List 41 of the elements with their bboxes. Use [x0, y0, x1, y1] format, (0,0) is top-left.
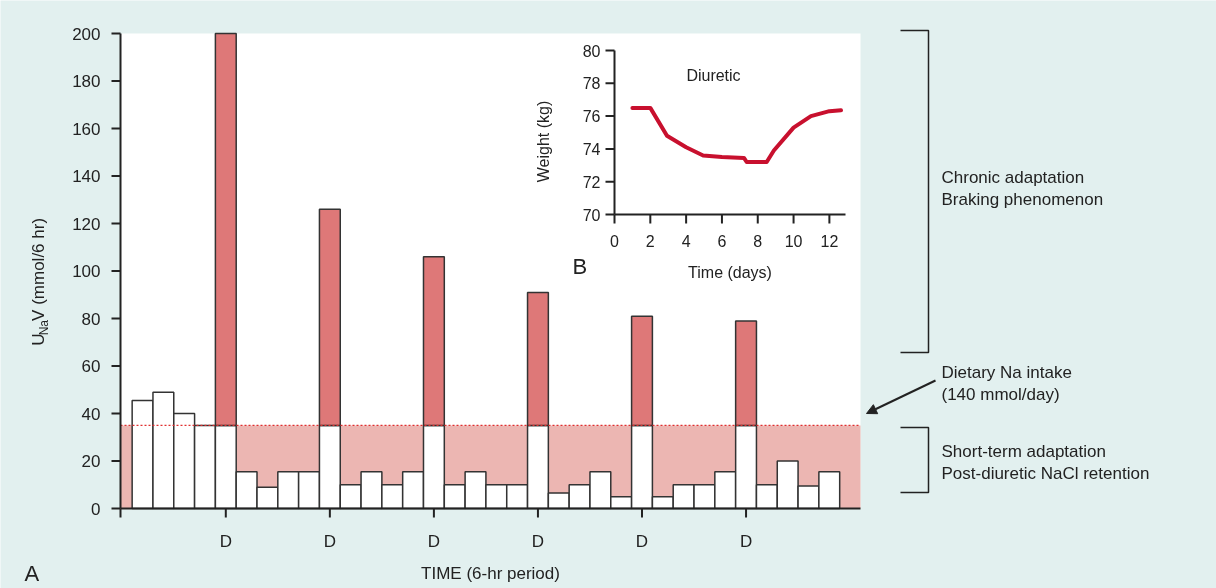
y-axis-title: Weight (kg): [535, 100, 552, 183]
y-tick-label: 20: [81, 452, 101, 471]
y-tick-label: 78: [582, 75, 601, 93]
x-tick-label: 4: [681, 232, 691, 250]
annotation: B: [572, 254, 588, 279]
text: Short-term adaptation Post-diuretic NaCl retention: [941, 441, 1150, 484]
x-tick-label: D: [323, 531, 336, 551]
text: Dietary Na intake (140 mmol/day): [941, 362, 1072, 405]
x-tick-label: D: [219, 531, 232, 551]
y-tick-label: 0: [91, 499, 101, 519]
y-tick-label: 74: [582, 140, 601, 158]
y-tick-label: 60: [81, 357, 101, 376]
x-tick-label: 6: [717, 232, 727, 250]
y-tick-label: 76: [582, 108, 601, 126]
y-tick-label: 40: [81, 404, 101, 424]
y-tick-label: 80: [582, 42, 601, 60]
y-tick-label: 200: [72, 24, 101, 44]
text: Chronic adaptation Braking phenomenon: [941, 167, 1104, 210]
y-tick-label: 140: [72, 167, 101, 186]
text: A: [24, 561, 40, 586]
y-tick-label: 160: [72, 119, 101, 139]
x-tick-label: 10: [784, 232, 803, 250]
x-axis-title: Time (days): [688, 264, 772, 281]
x-tick-label: D: [739, 531, 753, 551]
x-tick-label: 0: [610, 232, 620, 250]
y-axis-title: UNaV (mmol/6 hr): [29, 217, 51, 346]
y-tick-label: 70: [582, 206, 601, 224]
y-tick-label: 80: [81, 309, 101, 329]
x-axis-title: TIME (6-hr period): [421, 564, 560, 583]
y-tick-label: 72: [582, 173, 601, 191]
x-tick-label: 2: [645, 232, 655, 250]
y-tick-label: 120: [72, 214, 101, 234]
x-tick-label: D: [427, 531, 441, 551]
y-tick-label: 180: [72, 72, 101, 91]
x-tick-label: D: [635, 531, 649, 551]
annotation: Diuretic: [686, 67, 741, 84]
line-series: [630, 105, 844, 165]
x-tick-label: 8: [753, 232, 763, 250]
x-tick-label: D: [531, 531, 545, 551]
y-tick-label: 100: [72, 262, 101, 281]
x-tick-label: 12: [820, 232, 839, 250]
